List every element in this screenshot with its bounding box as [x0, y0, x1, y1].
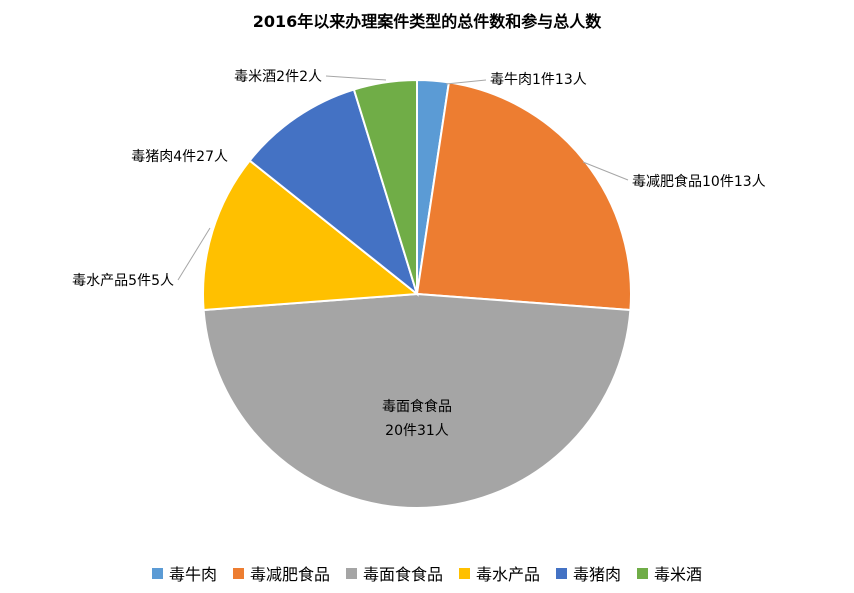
leader-line-4: [177, 227, 211, 281]
leader-line-1: [445, 79, 487, 85]
pie-slice-6: [352, 78, 418, 295]
legend-label: 毒水产品: [476, 565, 541, 584]
legend-swatch: [556, 567, 568, 579]
pie-slice-2: [415, 81, 632, 312]
leader-line-6: [325, 75, 387, 81]
pie-slice-4: [202, 159, 420, 312]
legend: 毒牛肉 毒减肥食品 毒面食食品 毒水产品 毒猪肉 毒米酒: [0, 561, 854, 585]
legend-swatch: [151, 567, 163, 579]
legend-swatch: [459, 567, 470, 579]
leader-line-2: [582, 161, 629, 181]
legend-label: 毒面食食品: [362, 565, 443, 584]
data-label-4: 毒水产品5件5人: [72, 273, 174, 289]
legend-swatch: [345, 567, 357, 579]
legend-item-6: 毒米酒: [637, 561, 702, 585]
data-label-3: 毒面食食品 20件31人: [382, 398, 452, 439]
legend-item-5: 毒猪肉: [556, 561, 621, 585]
data-label-6: 毒米酒2件2人: [234, 69, 322, 85]
legend-label: 毒猪肉: [573, 565, 622, 584]
legend-swatch: [232, 567, 244, 579]
chart-title: 2016年以来办理案件类型的总件数和参与总人数: [252, 12, 602, 31]
legend-swatch: [637, 567, 649, 579]
legend-label: 毒牛肉: [168, 565, 217, 584]
legend-item-2: 毒减肥食品: [232, 561, 330, 585]
pie-slice-5: [248, 88, 419, 297]
legend-item-3: 毒面食食品: [345, 561, 443, 585]
pie-slice-3: [202, 292, 632, 509]
data-label-2: 毒减肥食品10件13人: [632, 173, 766, 190]
legend-label: 毒减肥食品: [249, 565, 330, 584]
legend-label: 毒米酒: [654, 565, 703, 584]
legend-item-1: 毒牛肉: [151, 561, 217, 585]
legend-item-4: 毒水产品: [459, 561, 540, 585]
data-label-5: 毒猪肉4件27人: [131, 149, 228, 165]
data-label-1: 毒牛肉1件13人: [490, 72, 587, 88]
